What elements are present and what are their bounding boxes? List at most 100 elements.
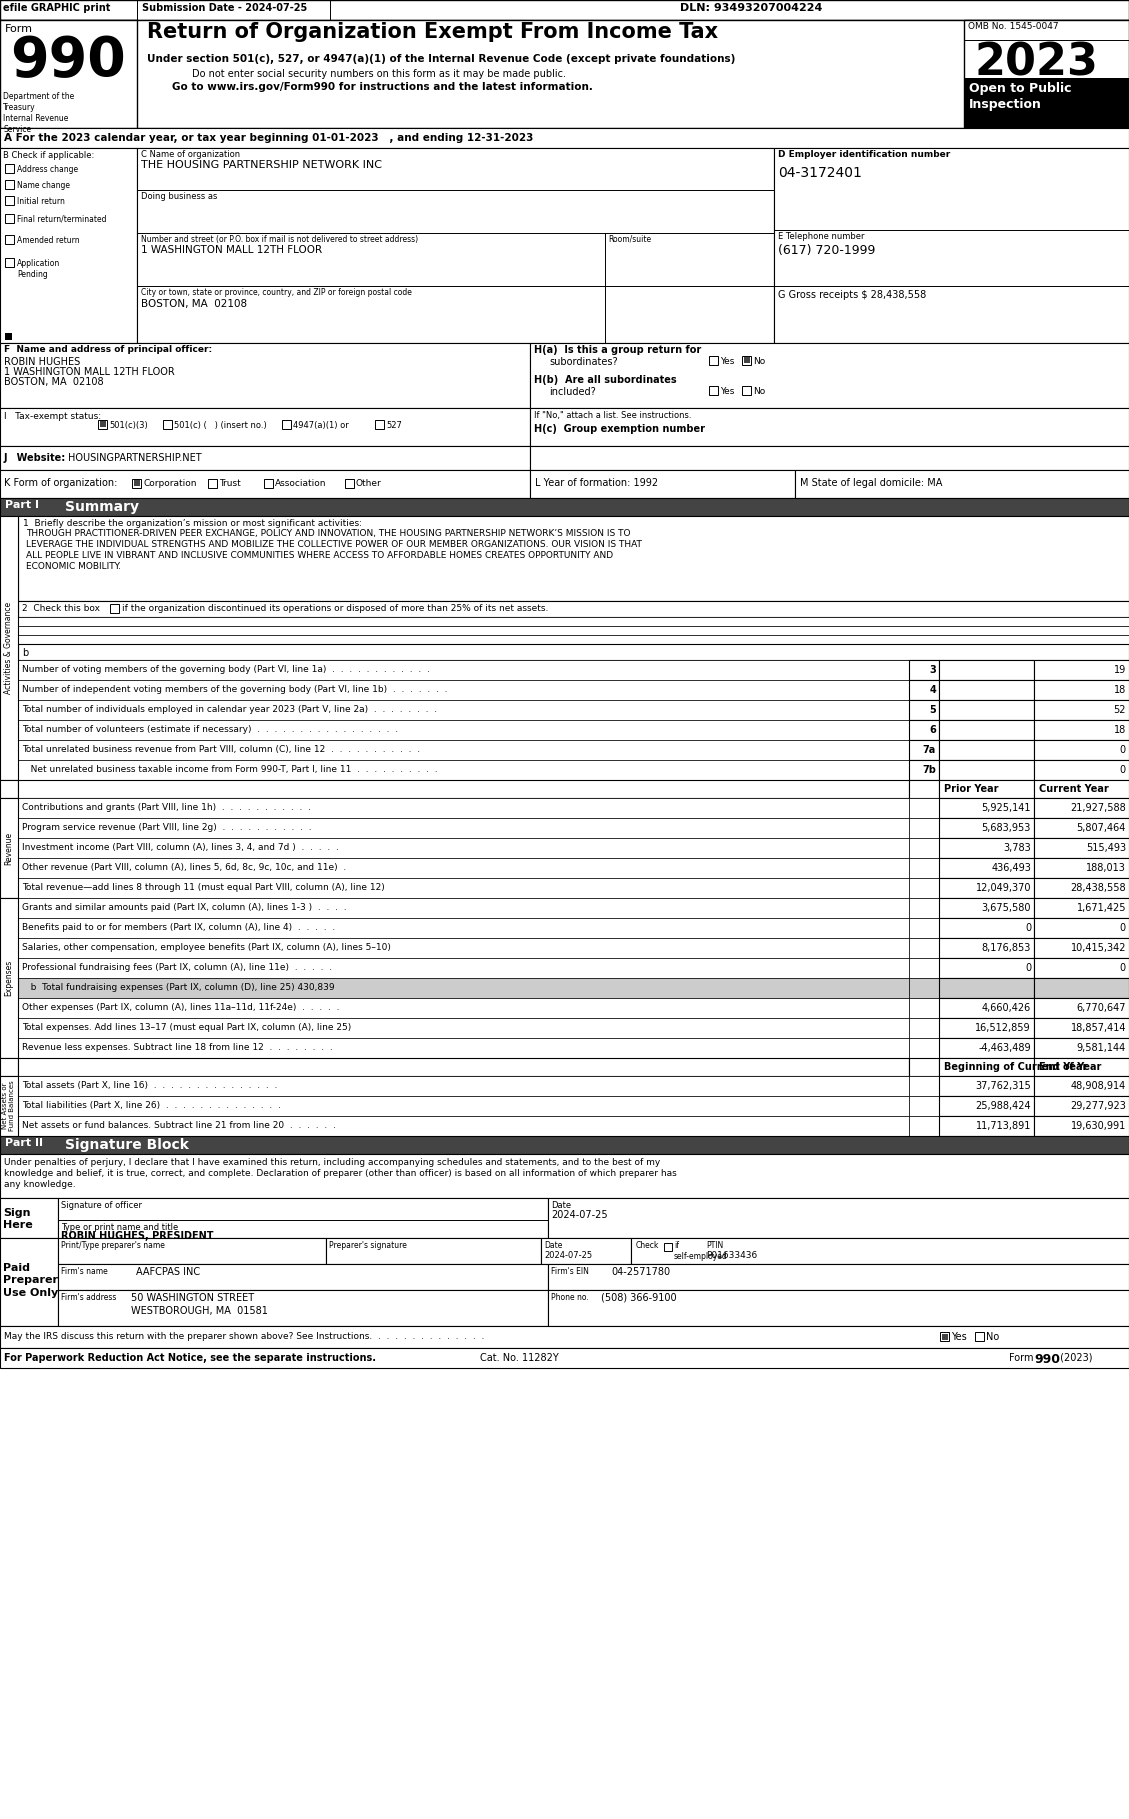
Text: Total expenses. Add lines 13–17 (must equal Part IX, column (A), line 25): Total expenses. Add lines 13–17 (must eq…	[21, 1022, 351, 1031]
Bar	[548, 1290, 1129, 1326]
Text: Other expenses (Part IX, column (A), lines 11a–11d, 11f-24e)  .  .  .  .  .: Other expenses (Part IX, column (A), lin…	[21, 1002, 340, 1011]
Text: Date: Date	[544, 1241, 562, 1250]
Text: K Form of organization:: K Form of organization:	[5, 478, 117, 487]
Text: BOSTON, MA  02108: BOSTON, MA 02108	[141, 298, 247, 309]
Bar	[0, 999, 18, 1019]
Text: Net Assets or
Fund Balances: Net Assets or Fund Balances	[2, 1080, 16, 1131]
Bar	[18, 780, 909, 799]
Bar	[909, 939, 939, 959]
Bar	[375, 420, 384, 429]
Text: May the IRS discuss this return with the preparer shown above? See Instructions.: May the IRS discuss this return with the…	[5, 1332, 484, 1341]
Bar	[939, 1059, 1034, 1077]
Bar	[0, 147, 137, 344]
Bar	[964, 78, 1129, 127]
Bar	[940, 1332, 949, 1341]
Text: No: No	[753, 387, 765, 397]
Bar	[939, 959, 1034, 979]
Text: Total liabilities (Part X, line 26)  .  .  .  .  .  .  .  .  .  .  .  .  .  .: Total liabilities (Part X, line 26) . . …	[21, 1100, 281, 1110]
Text: 29,277,923: 29,277,923	[1070, 1100, 1126, 1111]
Bar	[939, 999, 1034, 1019]
Text: 8,176,853: 8,176,853	[981, 942, 1031, 953]
Bar	[18, 644, 1129, 660]
Bar	[1034, 740, 1129, 760]
Text: Preparer's signature: Preparer's signature	[329, 1241, 406, 1250]
Bar	[5, 164, 14, 173]
Text: 2  Check this box: 2 Check this box	[21, 604, 100, 613]
Bar	[1034, 959, 1129, 979]
Text: 990: 990	[1034, 1353, 1060, 1366]
Text: Investment income (Part VIII, column (A), lines 3, 4, and 7d )  .  .  .  .  .: Investment income (Part VIII, column (A)…	[21, 842, 339, 851]
Text: Check: Check	[636, 1241, 659, 1250]
Bar	[18, 859, 909, 879]
Bar	[18, 1059, 909, 1077]
Text: Sign
Here: Sign Here	[3, 1208, 33, 1230]
Bar	[939, 819, 1034, 839]
Text: Return of Organization Exempt From Income Tax: Return of Organization Exempt From Incom…	[147, 22, 718, 42]
Bar	[18, 1077, 909, 1097]
Text: Phone no.: Phone no.	[551, 1293, 588, 1302]
Text: Revenue: Revenue	[5, 831, 14, 864]
Text: 188,013: 188,013	[1086, 862, 1126, 873]
Bar	[939, 919, 1034, 939]
Bar	[18, 999, 909, 1019]
Text: Prior Year: Prior Year	[944, 784, 998, 795]
Bar	[909, 839, 939, 859]
Bar	[0, 1153, 1129, 1199]
Bar	[58, 1199, 548, 1239]
Text: 0: 0	[1025, 922, 1031, 933]
Bar	[939, 799, 1034, 819]
Text: Yes: Yes	[720, 357, 734, 366]
Bar	[0, 20, 137, 127]
Text: 4,660,426: 4,660,426	[982, 1002, 1031, 1013]
Bar	[909, 799, 939, 819]
Bar	[326, 1239, 541, 1264]
Text: DLN: 93493207004224: DLN: 93493207004224	[680, 4, 822, 13]
Text: Expenses: Expenses	[5, 960, 14, 997]
Bar	[1034, 919, 1129, 939]
Text: B Check if applicable:: B Check if applicable:	[3, 151, 94, 160]
Bar	[0, 899, 18, 919]
Text: Revenue less expenses. Subtract line 18 from line 12  .  .  .  .  .  .  .  .: Revenue less expenses. Subtract line 18 …	[21, 1042, 333, 1051]
Text: 436,493: 436,493	[991, 862, 1031, 873]
Text: (2023): (2023)	[1057, 1353, 1093, 1362]
Text: 1 WASHINGTON MALL 12TH FLOOR: 1 WASHINGTON MALL 12TH FLOOR	[5, 367, 175, 377]
Bar	[909, 1019, 939, 1039]
Text: End of Year: End of Year	[1039, 1062, 1102, 1071]
Bar	[18, 839, 909, 859]
Bar	[909, 859, 939, 879]
Bar	[0, 0, 1129, 20]
Bar	[1034, 939, 1129, 959]
Text: Contributions and grants (Part VIII, line 1h)  .  .  .  .  .  .  .  .  .  .  .: Contributions and grants (Part VIII, lin…	[21, 802, 310, 811]
Text: AAFCPAS INC: AAFCPAS INC	[135, 1268, 200, 1277]
Bar	[18, 879, 909, 899]
Bar	[530, 469, 795, 498]
Text: 0: 0	[1120, 746, 1126, 755]
Bar	[530, 407, 1129, 446]
Text: J   Website:: J Website:	[5, 453, 67, 464]
Bar	[345, 478, 355, 487]
Bar	[0, 1059, 18, 1077]
Text: 5,807,464: 5,807,464	[1077, 822, 1126, 833]
Text: Activities & Governance: Activities & Governance	[5, 602, 14, 695]
Bar	[939, 1039, 1034, 1059]
Text: 2024-07-25: 2024-07-25	[551, 1210, 607, 1221]
Bar	[5, 196, 14, 206]
Text: 990: 990	[10, 35, 125, 87]
Text: 18: 18	[1113, 726, 1126, 735]
Bar	[0, 1117, 18, 1137]
Text: 0: 0	[1025, 962, 1031, 973]
Text: 0: 0	[1120, 922, 1126, 933]
Text: 04-3172401: 04-3172401	[778, 166, 861, 180]
Bar	[18, 1097, 909, 1117]
Bar	[110, 604, 119, 613]
Bar	[742, 357, 751, 366]
Bar	[0, 344, 530, 407]
Bar	[964, 20, 1129, 127]
Bar	[18, 680, 909, 700]
Bar	[18, 799, 909, 819]
Text: 1,671,425: 1,671,425	[1076, 902, 1126, 913]
Bar	[18, 660, 909, 680]
Bar	[0, 1199, 58, 1239]
Bar	[5, 258, 14, 267]
Bar	[742, 386, 751, 395]
